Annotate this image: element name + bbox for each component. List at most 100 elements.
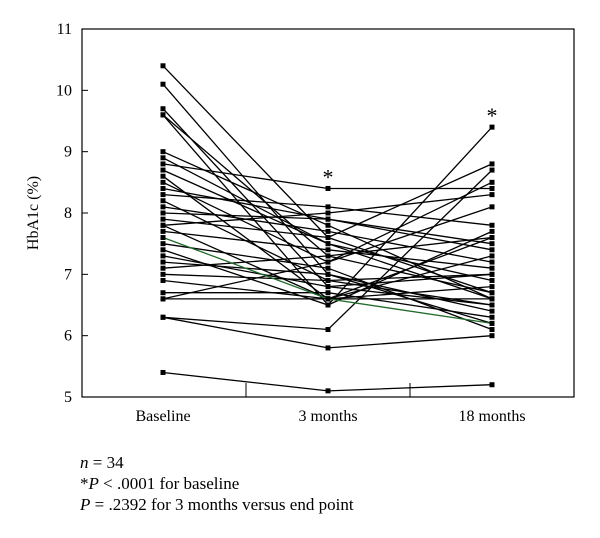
- data-point: [489, 247, 495, 253]
- data-point: [160, 228, 166, 234]
- data-point: [489, 277, 495, 283]
- data-point: [489, 320, 495, 326]
- note-sample-size: n = 34: [80, 452, 354, 473]
- data-point: [325, 185, 331, 191]
- patient-series: [160, 290, 495, 320]
- data-point: [489, 302, 495, 308]
- y-tick-label: 10: [56, 82, 72, 99]
- patient-series: [160, 369, 495, 394]
- data-point: [489, 271, 495, 277]
- note-p2-symbol: P: [80, 495, 91, 514]
- y-tick-label: 6: [64, 328, 72, 345]
- data-point: [160, 112, 166, 118]
- chart-notes: n = 34 *P < .0001 for baseline P = .2392…: [80, 452, 354, 515]
- patient-series: [160, 161, 495, 241]
- data-point: [489, 259, 495, 265]
- data-point: [489, 265, 495, 271]
- patient-series: [160, 192, 495, 228]
- data-point: [325, 216, 331, 222]
- y-tick-label: 11: [57, 21, 72, 38]
- data-point: [489, 290, 495, 296]
- data-point: [325, 222, 331, 228]
- x-tick-label: Baseline: [135, 408, 190, 425]
- data-point: [160, 167, 166, 173]
- data-point: [489, 296, 495, 302]
- data-point: [489, 185, 495, 191]
- data-point: [489, 235, 495, 241]
- data-point: [489, 253, 495, 259]
- patient-series: [160, 185, 495, 247]
- note-n-symbol: n: [80, 453, 89, 472]
- data-point: [489, 124, 495, 130]
- data-point: [325, 228, 331, 234]
- data-point: [489, 204, 495, 210]
- data-point: [489, 222, 495, 228]
- data-point: [489, 228, 495, 234]
- data-point: [325, 210, 331, 216]
- data-point: [325, 302, 331, 308]
- data-point: [325, 265, 331, 271]
- data-point: [489, 192, 495, 198]
- y-tick-label: 8: [64, 205, 72, 222]
- patient-series: [160, 253, 495, 290]
- data-point: [325, 235, 331, 241]
- data-point: [160, 63, 166, 69]
- y-axis: 5 6 7 8 9 10 11: [56, 21, 88, 406]
- data-point: [160, 241, 166, 247]
- patient-series: [160, 228, 495, 308]
- patient-series: [160, 235, 495, 271]
- note-p1-symbol: P: [88, 474, 99, 493]
- data-point: [160, 173, 166, 179]
- note-n-text: = 34: [88, 453, 124, 472]
- data-point: [160, 149, 166, 155]
- data-point: [489, 179, 495, 185]
- data-point: [325, 277, 331, 283]
- data-point: [489, 284, 495, 290]
- data-point: [160, 290, 166, 296]
- y-tick-label: 7: [64, 266, 72, 283]
- data-point: [325, 247, 331, 253]
- data-point: [325, 327, 331, 333]
- data-point: [325, 241, 331, 247]
- patient-series: [160, 314, 495, 351]
- data-point: [160, 222, 166, 228]
- y-tick-label: 5: [64, 389, 72, 406]
- data-point: [489, 327, 495, 333]
- hba1c-line-chart: 5 6 7 8 9 10 11 Baseline 3 months 18 months * * H…: [25, 21, 575, 425]
- series-line: [162, 316, 493, 349]
- data-point: [160, 247, 166, 253]
- data-point: [160, 235, 166, 241]
- patient-series: [160, 235, 495, 326]
- patient-series: [160, 271, 495, 308]
- note-p1-text: < .0001 for baseline: [98, 474, 240, 493]
- data-point: [489, 308, 495, 314]
- patient-series: [160, 155, 495, 302]
- data-point: [160, 185, 166, 191]
- significance-marker: *: [323, 164, 334, 189]
- data-point: [160, 204, 166, 210]
- data-point: [325, 271, 331, 277]
- data-point: [160, 265, 166, 271]
- note-endpoint-p: P = .2392 for 3 months versus end point: [80, 494, 354, 515]
- data-point: [325, 284, 331, 290]
- data-point: [325, 296, 331, 302]
- patient-series: [160, 204, 495, 302]
- data-point: [489, 167, 495, 173]
- data-point: [160, 155, 166, 161]
- data-point: [160, 271, 166, 277]
- x-tick-label: 3 months: [298, 408, 357, 425]
- series-line: [162, 371, 493, 392]
- x-tick-label: 18 months: [458, 408, 525, 425]
- data-point: [160, 81, 166, 87]
- y-tick-label: 9: [64, 144, 72, 161]
- data-point: [160, 259, 166, 265]
- data-point: [160, 253, 166, 259]
- note-star-symbol: *: [80, 474, 89, 493]
- data-point: [160, 369, 166, 375]
- data-point: [325, 253, 331, 259]
- data-point: [160, 296, 166, 302]
- significance-marker: *: [487, 103, 498, 128]
- data-point: [160, 192, 166, 198]
- y-axis-title: HbA1c (%): [25, 176, 42, 250]
- data-point: [325, 388, 331, 394]
